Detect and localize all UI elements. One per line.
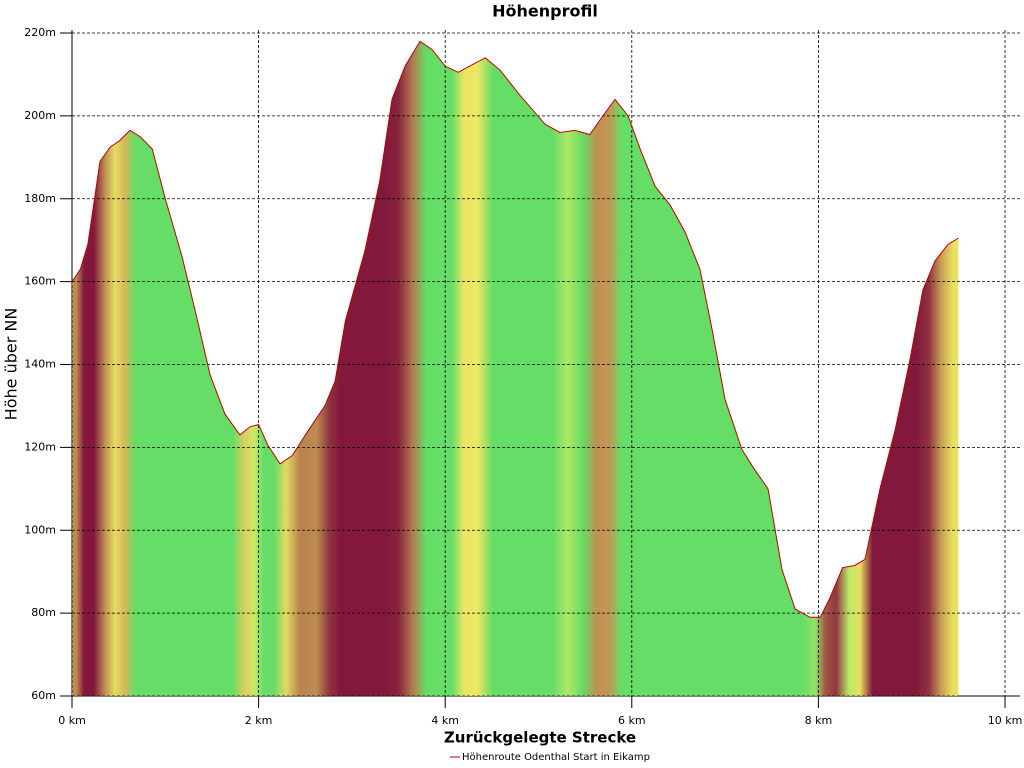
x-tick-label: 8 km xyxy=(805,714,833,727)
y-tick-label: 120m xyxy=(24,440,56,453)
x-tick-label: 6 km xyxy=(618,714,646,727)
y-tick-label: 180m xyxy=(24,192,56,205)
x-tick-label: 0 km xyxy=(58,714,86,727)
y-tick-label: 220m xyxy=(24,26,56,39)
x-tick-label: 4 km xyxy=(431,714,459,727)
y-tick-label: 140m xyxy=(24,358,56,371)
y-tick-label: 80m xyxy=(31,606,56,619)
x-tick-label: 2 km xyxy=(245,714,273,727)
y-tick-label: 60m xyxy=(31,689,56,702)
legend-label: Höhenroute Odenthal Start in Eikamp xyxy=(462,752,650,763)
x-tick-label: 10 km xyxy=(988,714,1023,727)
chart-title: Höhenprofil xyxy=(492,2,598,21)
line xyxy=(71,40,959,618)
y-tick-label: 160m xyxy=(24,275,56,288)
y-axis-label: Höhe über NN xyxy=(2,308,21,421)
y-tick-label: 200m xyxy=(24,109,56,122)
x-axis-label: Zurückgelegte Strecke xyxy=(444,729,636,747)
y-tick-label: 100m xyxy=(24,523,56,536)
area xyxy=(72,41,959,697)
